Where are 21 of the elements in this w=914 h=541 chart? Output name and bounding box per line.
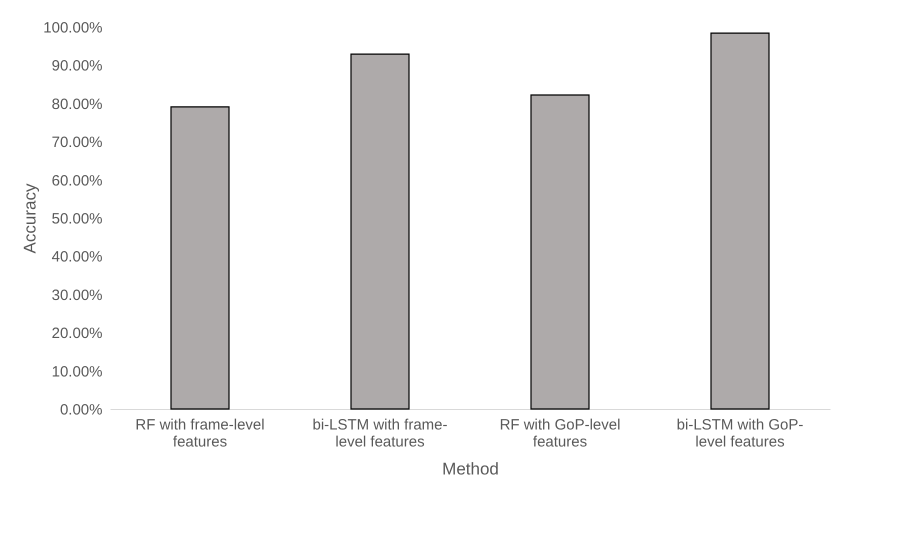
x-axis-title: Method — [442, 460, 499, 478]
x-tick-label: bi-LSTM with GoP-level features — [676, 416, 804, 450]
bar — [170, 106, 230, 410]
y-tick-label: 90.00% — [52, 58, 102, 75]
y-tick-label: 0.00% — [60, 402, 102, 418]
y-tick-label: 10.00% — [52, 363, 102, 380]
x-tick-label: RF with frame-level features — [135, 416, 265, 450]
y-tick-label: 50.00% — [52, 210, 102, 228]
y-tick-label: 70.00% — [52, 134, 102, 152]
x-tick-label: bi-LSTM with frame-level features — [312, 416, 448, 450]
bar — [710, 32, 770, 410]
bar — [350, 54, 410, 410]
y-tick-label: 40.00% — [52, 248, 102, 266]
y-axis-title: Accuracy — [20, 183, 40, 254]
y-tick-label: 60.00% — [52, 172, 102, 190]
bar — [530, 94, 590, 410]
x-tick-label: RF with GoP-level features — [500, 416, 620, 450]
y-tick-label: 80.00% — [52, 96, 102, 113]
y-tick-label: 30.00% — [52, 286, 102, 304]
y-tick-label: 20.00% — [52, 325, 102, 342]
y-tick-label: 100.00% — [43, 20, 102, 36]
